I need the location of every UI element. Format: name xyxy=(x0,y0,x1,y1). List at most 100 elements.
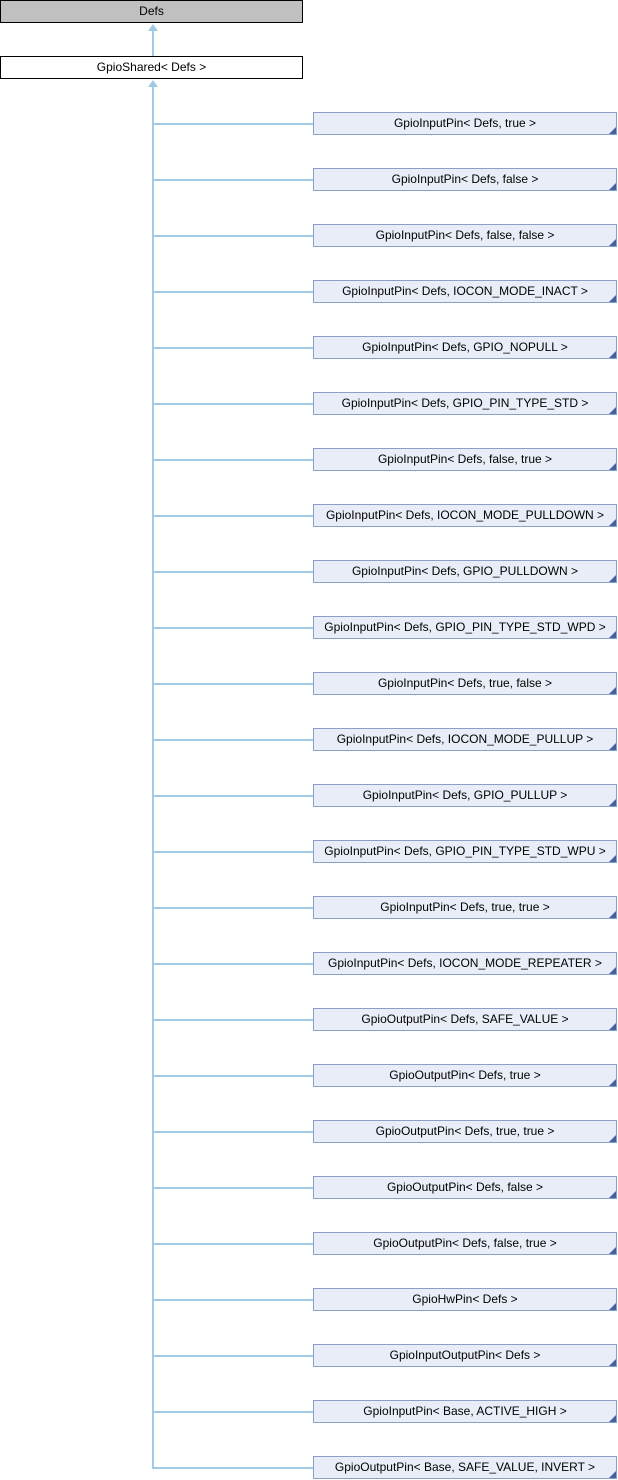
class-node[interactable]: GpioInputOutputPin< Defs > xyxy=(313,1344,617,1367)
class-node-label: GpioInputPin< Defs, GPIO_PIN_TYPE_STD_WP… xyxy=(324,620,606,634)
class-node-label: GpioShared< Defs > xyxy=(96,60,207,74)
class-node[interactable]: GpioInputPin< Defs, IOCON_MODE_INACT > xyxy=(313,280,617,303)
class-node-label: GpioInputPin< Defs, true > xyxy=(393,116,537,130)
inheritance-arrowhead xyxy=(148,80,158,87)
node-shadow-corner xyxy=(609,1079,616,1086)
class-node-label: GpioInputOutputPin< Defs > xyxy=(389,1348,541,1362)
node-shadow-corner xyxy=(609,1023,616,1030)
node-shadow-corner xyxy=(609,1415,616,1422)
inheritance-edge xyxy=(152,907,313,909)
inheritance-edge xyxy=(152,627,313,629)
class-node[interactable]: GpioOutputPin< Defs, false > xyxy=(313,1176,617,1199)
inheritance-edge xyxy=(152,683,313,685)
class-node-label: GpioOutputPin< Defs, true, true > xyxy=(375,1124,555,1138)
class-node-gpioshared[interactable]: GpioShared< Defs > xyxy=(0,56,303,79)
inheritance-edge xyxy=(152,1187,313,1189)
node-shadow-corner xyxy=(609,127,616,134)
inheritance-edge xyxy=(152,403,313,405)
inheritance-edge xyxy=(152,1467,313,1469)
class-node[interactable]: GpioOutputPin< Defs, SAFE_VALUE > xyxy=(313,1008,617,1031)
inheritance-edge xyxy=(152,459,313,461)
class-node-label: Defs xyxy=(139,4,164,18)
inheritance-arrowhead xyxy=(148,24,158,31)
class-node[interactable]: GpioInputPin< Defs, GPIO_PULLDOWN > xyxy=(313,560,617,583)
class-node[interactable]: GpioInputPin< Defs, GPIO_PIN_TYPE_STD > xyxy=(313,392,617,415)
inheritance-edge xyxy=(152,30,154,56)
node-shadow-corner xyxy=(609,351,616,358)
class-node[interactable]: GpioInputPin< Defs, true, false > xyxy=(313,672,617,695)
node-shadow-corner xyxy=(609,911,616,918)
class-node[interactable]: GpioOutputPin< Base, SAFE_VALUE, INVERT … xyxy=(313,1456,617,1479)
node-shadow-corner xyxy=(609,1359,616,1366)
class-node[interactable]: GpioInputPin< Defs, true, true > xyxy=(313,896,617,919)
node-shadow-corner xyxy=(609,1135,616,1142)
class-node-label: GpioOutputPin< Defs, true > xyxy=(389,1068,541,1082)
class-node-label: GpioInputPin< Defs, false, false > xyxy=(375,228,555,242)
class-node-label: GpioHwPin< Defs > xyxy=(412,1292,518,1306)
class-node-label: GpioInputPin< Defs, GPIO_PIN_TYPE_STD > xyxy=(341,396,589,410)
node-shadow-corner xyxy=(609,1303,616,1310)
class-node[interactable]: GpioInputPin< Defs, IOCON_MODE_PULLUP > xyxy=(313,728,617,751)
class-node[interactable]: GpioInputPin< Defs, IOCON_MODE_REPEATER … xyxy=(313,952,617,975)
class-node-label: GpioOutputPin< Defs, false > xyxy=(386,1180,544,1194)
class-node-defs: Defs xyxy=(0,0,303,23)
node-shadow-corner xyxy=(609,1247,616,1254)
node-shadow-corner xyxy=(609,967,616,974)
inheritance-edge xyxy=(152,347,313,349)
class-node[interactable]: GpioInputPin< Defs, false, false > xyxy=(313,224,617,247)
class-node-label: GpioInputPin< Defs, GPIO_PULLDOWN > xyxy=(351,564,579,578)
node-shadow-corner xyxy=(609,1471,616,1478)
class-node[interactable]: GpioInputPin< Defs, GPIO_PULLUP > xyxy=(313,784,617,807)
class-node-label: GpioInputPin< Defs, IOCON_MODE_REPEATER … xyxy=(328,956,602,970)
class-node-label: GpioInputPin< Base, ACTIVE_HIGH > xyxy=(363,1404,567,1418)
node-shadow-corner xyxy=(609,855,616,862)
inheritance-edge xyxy=(152,795,313,797)
class-node-label: GpioInputPin< Defs, IOCON_MODE_INACT > xyxy=(342,284,588,298)
inheritance-edge xyxy=(152,1299,313,1301)
class-node[interactable]: GpioInputPin< Defs, true > xyxy=(313,112,617,135)
node-shadow-corner xyxy=(609,519,616,526)
inheritance-edge xyxy=(152,1411,313,1413)
inheritance-edge xyxy=(152,1131,313,1133)
inheritance-edge xyxy=(152,963,313,965)
inheritance-edge xyxy=(152,179,313,181)
inheritance-edge xyxy=(152,1243,313,1245)
class-node-label: GpioOutputPin< Defs, false, true > xyxy=(373,1236,557,1250)
node-shadow-corner xyxy=(609,687,616,694)
class-node-label: GpioInputPin< Defs, GPIO_PULLUP > xyxy=(362,788,568,802)
class-node-label: GpioInputPin< Defs, false > xyxy=(391,172,539,186)
class-node-label: GpioInputPin< Defs, false, true > xyxy=(377,452,553,466)
class-node-label: GpioInputPin< Defs, GPIO_NOPULL > xyxy=(362,340,568,354)
inheritance-edge xyxy=(152,123,313,125)
node-shadow-corner xyxy=(609,575,616,582)
node-shadow-corner xyxy=(609,463,616,470)
node-shadow-corner xyxy=(609,1191,616,1198)
class-node-label: GpioOutputPin< Base, SAFE_VALUE, INVERT … xyxy=(334,1460,596,1474)
inheritance-trunk-edge xyxy=(152,86,154,1469)
inheritance-edge xyxy=(152,291,313,293)
class-node[interactable]: GpioHwPin< Defs > xyxy=(313,1288,617,1311)
class-node-label: GpioInputPin< Defs, GPIO_PIN_TYPE_STD_WP… xyxy=(324,844,606,858)
class-node[interactable]: GpioInputPin< Defs, IOCON_MODE_PULLDOWN … xyxy=(313,504,617,527)
class-node-label: GpioOutputPin< Defs, SAFE_VALUE > xyxy=(361,1012,569,1026)
node-shadow-corner xyxy=(609,183,616,190)
class-node-label: GpioInputPin< Defs, true, true > xyxy=(380,900,550,914)
class-node[interactable]: GpioOutputPin< Defs, true, true > xyxy=(313,1120,617,1143)
class-node[interactable]: GpioOutputPin< Defs, true > xyxy=(313,1064,617,1087)
node-shadow-corner xyxy=(609,631,616,638)
node-shadow-corner xyxy=(609,799,616,806)
class-node[interactable]: GpioInputPin< Defs, false > xyxy=(313,168,617,191)
class-node[interactable]: GpioInputPin< Defs, GPIO_NOPULL > xyxy=(313,336,617,359)
class-node[interactable]: GpioInputPin< Defs, GPIO_PIN_TYPE_STD_WP… xyxy=(313,616,617,639)
class-node[interactable]: GpioOutputPin< Defs, false, true > xyxy=(313,1232,617,1255)
node-shadow-corner xyxy=(609,743,616,750)
class-node[interactable]: GpioInputPin< Defs, GPIO_PIN_TYPE_STD_WP… xyxy=(313,840,617,863)
node-shadow-corner xyxy=(609,407,616,414)
class-node[interactable]: GpioInputPin< Defs, false, true > xyxy=(313,448,617,471)
class-node-label: GpioInputPin< Defs, true, false > xyxy=(377,676,553,690)
class-node[interactable]: GpioInputPin< Base, ACTIVE_HIGH > xyxy=(313,1400,617,1423)
inheritance-edge xyxy=(152,851,313,853)
class-node-label: GpioInputPin< Defs, IOCON_MODE_PULLUP > xyxy=(336,732,594,746)
class-node-label: GpioInputPin< Defs, IOCON_MODE_PULLDOWN … xyxy=(325,508,605,522)
